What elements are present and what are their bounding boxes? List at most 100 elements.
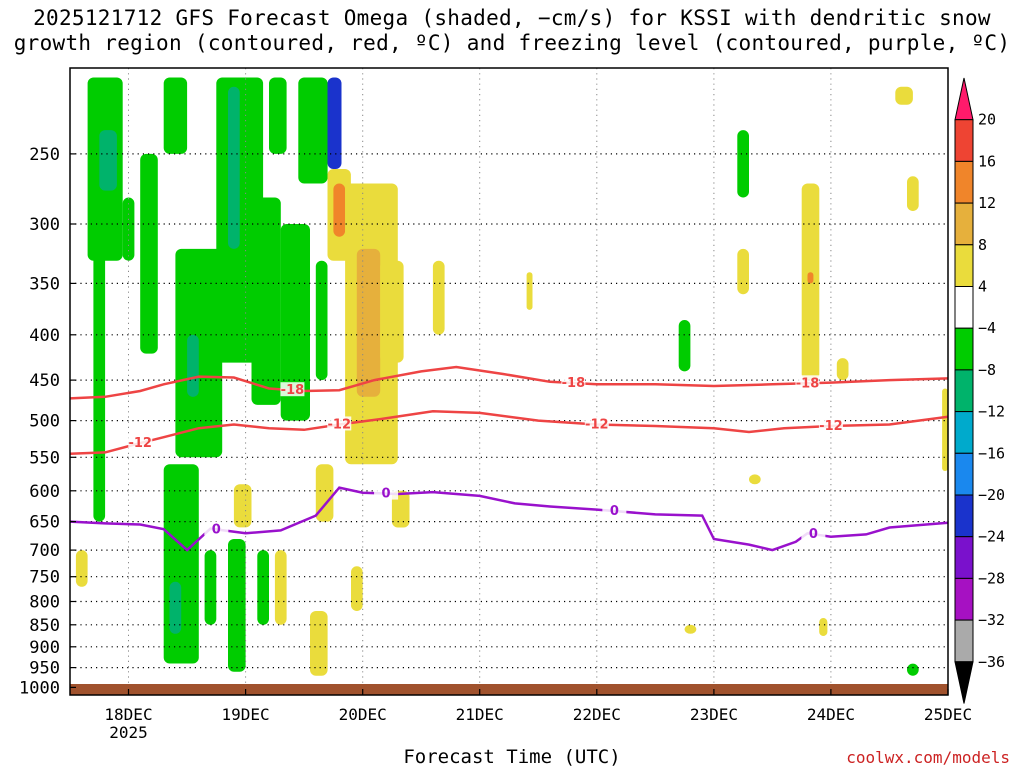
colorbar-swatch bbox=[954, 452, 974, 496]
pressure-axis: 2503003504004505005506006507007508008509… bbox=[19, 145, 76, 698]
dgz-contour-minus12-label: -12 bbox=[128, 436, 152, 451]
omega-cell bbox=[907, 663, 919, 676]
omega-cell bbox=[228, 539, 246, 672]
y-tick-label: 700 bbox=[29, 541, 60, 561]
colorbar-arrow-bottom bbox=[954, 661, 974, 704]
dgz-contour-minus18-label-bg bbox=[280, 382, 305, 397]
dgz-contour-minus18-label-bg bbox=[561, 375, 586, 390]
colorbar-label: 4 bbox=[978, 278, 987, 296]
omega-cell bbox=[298, 77, 328, 184]
colorbar-label: 20 bbox=[978, 111, 996, 129]
y-tick-label: 750 bbox=[29, 568, 60, 588]
omega-cell bbox=[280, 224, 310, 421]
colorbar-label: −24 bbox=[978, 528, 1005, 546]
omega-cell bbox=[310, 611, 328, 676]
y-tick-label: 600 bbox=[29, 482, 60, 502]
dgz-contour-minus18-label-bg bbox=[795, 375, 820, 390]
dgz-contour-minus12-label-bg bbox=[128, 435, 153, 450]
omega-cell bbox=[204, 550, 217, 625]
omega-cell bbox=[163, 77, 188, 154]
omega-cell bbox=[327, 77, 342, 169]
colorbar-swatch bbox=[954, 119, 974, 162]
colorbar-swatch bbox=[954, 286, 974, 329]
colorbar-label: −4 bbox=[978, 319, 996, 337]
colorbar-swatch bbox=[954, 369, 974, 413]
omega-cell bbox=[163, 464, 199, 664]
omega-cell bbox=[351, 566, 363, 611]
colorbar-arrow-top bbox=[954, 77, 974, 121]
x-tick-label: 19DEC bbox=[222, 705, 270, 724]
colorbar-label: −16 bbox=[978, 444, 1005, 462]
colorbar-label: −12 bbox=[978, 403, 1005, 421]
omega-cell bbox=[678, 320, 691, 372]
omega-cell bbox=[269, 77, 287, 154]
omega-cell bbox=[93, 224, 106, 522]
dgz-contour-minus12-label-bg bbox=[818, 417, 843, 432]
omega-cell bbox=[684, 624, 697, 634]
freezing-level-contour-label: 0 bbox=[212, 522, 221, 537]
plot-frame bbox=[69, 67, 949, 696]
omega-cell bbox=[99, 130, 117, 191]
x-tick-label: 24DEC bbox=[807, 705, 855, 724]
colorbar-label: −8 bbox=[978, 361, 996, 379]
y-tick-label: 850 bbox=[29, 616, 60, 636]
omega-cell bbox=[187, 334, 199, 397]
omega-cell bbox=[356, 248, 381, 397]
omega-cell bbox=[895, 86, 913, 105]
freezing-level-contour-label-bg bbox=[602, 503, 627, 518]
dgz-contour-minus18-label: -18 bbox=[796, 376, 820, 391]
x-axis-label: Forecast Time (UTC) bbox=[403, 746, 621, 768]
y-tick-label: 800 bbox=[29, 593, 60, 613]
x-tick-label: 23DEC bbox=[690, 705, 738, 724]
colorbar-swatch bbox=[954, 619, 974, 663]
omega-cell bbox=[140, 153, 158, 354]
omega-cell bbox=[749, 474, 761, 485]
dgz-contour-minus12 bbox=[69, 410, 949, 456]
freezing-level-contour-label-bg bbox=[801, 526, 826, 541]
credit-link[interactable]: coolwx.com/models bbox=[846, 748, 1010, 767]
dgz-contour-minus12-label-bg bbox=[584, 416, 609, 431]
omega-cell bbox=[942, 388, 948, 471]
omega-colorbar: 20 16 12 8 4 −4 −8 −12 −16 −20 −24 −28 −32 −36 bbox=[954, 77, 1005, 704]
omega-cell bbox=[274, 550, 287, 625]
colorbar-label: 12 bbox=[978, 194, 996, 212]
colorbar-swatch bbox=[954, 160, 974, 204]
colorbar-label: −28 bbox=[978, 569, 1005, 587]
omega-cell bbox=[169, 581, 182, 634]
y-tick-label: 450 bbox=[29, 371, 60, 391]
x-tick-label: 20DEC bbox=[339, 705, 387, 724]
freezing-level-contour-label: 0 bbox=[809, 527, 818, 542]
colorbar-swatch bbox=[954, 202, 974, 246]
omega-cell bbox=[807, 272, 814, 284]
omega-cell bbox=[122, 197, 135, 261]
colorbar-swatch bbox=[954, 536, 974, 579]
omega-cell bbox=[333, 183, 346, 237]
omega-cell bbox=[233, 484, 252, 528]
title-line-1: 2025121712 GFS Forecast Omega (shaded, −… bbox=[33, 6, 991, 30]
x-tick-label: 18DEC bbox=[104, 705, 152, 724]
colorbar-label: −20 bbox=[978, 486, 1005, 504]
ground-terrain bbox=[70, 684, 948, 695]
y-tick-label: 400 bbox=[29, 326, 60, 346]
omega-cell bbox=[432, 260, 445, 335]
y-tick-label: 500 bbox=[29, 412, 60, 432]
omega-cell bbox=[737, 130, 749, 198]
y-tick-label: 650 bbox=[29, 513, 60, 533]
dgz-contour-minus18 bbox=[69, 365, 949, 400]
dgz-contour-minus18-label: -18 bbox=[281, 383, 305, 398]
chart-title: 2025121712 GFS Forecast Omega (shaded, −… bbox=[0, 6, 1024, 56]
dgz-contour-minus12-label: -12 bbox=[328, 417, 352, 432]
omega-cell bbox=[251, 197, 281, 405]
omega-cell bbox=[819, 618, 828, 636]
x-tick-label: 21DEC bbox=[456, 705, 504, 724]
y-tick-label: 250 bbox=[29, 145, 60, 165]
colorbar-label: −32 bbox=[978, 611, 1005, 629]
omega-cell bbox=[526, 272, 533, 310]
colorbar-swatch bbox=[954, 244, 974, 288]
contour-layer: -18 -18 -18 -12 -12 -12 -12 0 0 0 0 bbox=[69, 365, 949, 552]
dgz-contour-minus12-label-bg bbox=[327, 416, 352, 431]
y-tick-label: 350 bbox=[29, 274, 60, 294]
colorbar-label: −36 bbox=[978, 653, 1005, 671]
title-line-2: growth region (contoured, red, ºC) and f… bbox=[13, 31, 1011, 55]
